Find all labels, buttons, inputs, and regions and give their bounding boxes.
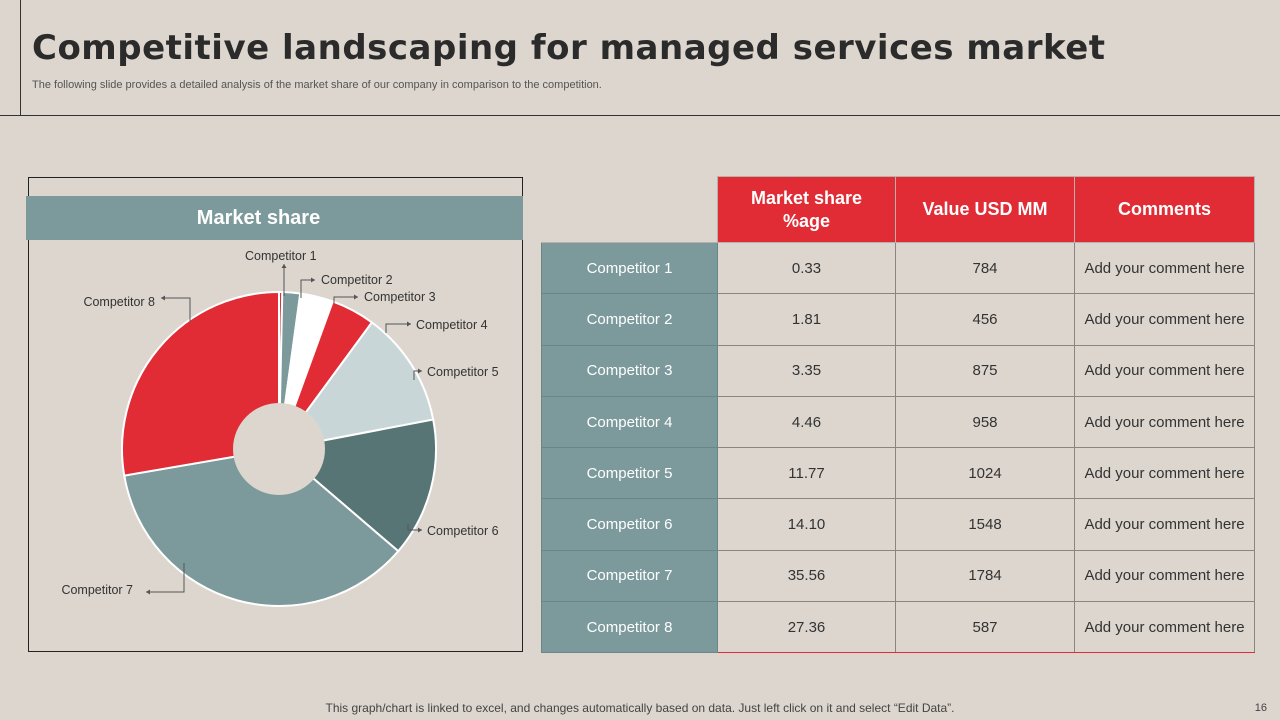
competitor-name-cell: Competitor 1: [541, 241, 718, 295]
competitor-name-cell: Competitor 8: [541, 601, 718, 654]
callout-line-7: [146, 563, 185, 593]
header-market-share-label: Market share %age: [750, 187, 863, 231]
callout-arrow-5: [418, 368, 422, 374]
pie-label-4: Competitor 4: [416, 318, 488, 332]
pie-chart[interactable]: Competitor 1 Competitor 2 Competitor 3 Comp…: [0, 0, 540, 660]
title-divider-vertical: [20, 0, 21, 115]
page-number: 16: [1254, 702, 1267, 714]
table-row: Competitor 3 3.35 875 Add your comment here: [541, 344, 1255, 397]
callout-line-8: [161, 297, 191, 322]
pie-label-2: Competitor 2: [321, 273, 393, 287]
table-row: Competitor 5 11.77 1024 Add your comment he…: [541, 447, 1255, 500]
footer-note: This graph/chart is linked to excel, and…: [325, 701, 955, 715]
table-row: Competitor 2 1.81 456 Add your comment here: [541, 293, 1255, 346]
market-share-cell: 1.81: [717, 293, 896, 346]
callout-line-4: [385, 323, 411, 333]
callout-arrow-8: [161, 295, 165, 301]
comment-cell[interactable]: Add your comment here: [1074, 241, 1255, 295]
market-share-cell: 35.56: [717, 549, 896, 603]
table-row: Competitor 4 4.46 958 Add your comment here: [541, 395, 1255, 449]
page-subtitle: The following slide provides a detailed …: [32, 79, 602, 91]
comment-cell[interactable]: Add your comment here: [1074, 549, 1255, 603]
comment-cell[interactable]: Add your comment here: [1074, 344, 1255, 397]
value-cell: 1024: [895, 447, 1075, 500]
chart-title: Market share: [196, 206, 321, 229]
value-cell: 587: [895, 601, 1075, 654]
value-cell: 1784: [895, 549, 1075, 603]
competitor-name-cell: Competitor 2: [541, 293, 718, 346]
callout-arrow-3: [354, 294, 358, 300]
pie-label-6: Competitor 6: [427, 524, 499, 538]
callout-arrow-7: [146, 589, 150, 595]
header-market-share: Market share %age: [717, 176, 896, 243]
value-cell: 875: [895, 344, 1075, 397]
table-row: Competitor 1 0.33 784 Add your comment here: [541, 241, 1255, 295]
chart-frame: [28, 177, 523, 652]
header-comments-label: Comments: [1117, 199, 1211, 219]
pie-slice-5[interactable]: [276, 321, 435, 451]
competitor-name-cell: Competitor 6: [541, 498, 718, 551]
callout-arrow-1: [281, 264, 287, 268]
competitor-name-cell: Competitor 7: [541, 549, 718, 603]
comment-cell[interactable]: Add your comment here: [1074, 293, 1255, 346]
market-share-cell: 11.77: [717, 447, 896, 500]
market-share-cell: 4.46: [717, 395, 896, 449]
table-row: Competitor 7 35.56 1784 Add your comment he…: [541, 549, 1255, 603]
pie-label-5: Competitor 5: [427, 365, 499, 379]
callout-arrow-6: [418, 527, 422, 533]
pie-slice-7[interactable]: [123, 447, 400, 607]
comment-cell[interactable]: Add your comment here: [1074, 601, 1255, 654]
comment-cell[interactable]: Add your comment here: [1074, 447, 1255, 500]
competitor-table: Market share %age Value USD MM Comments …: [541, 176, 1255, 654]
callout-line-2: [300, 279, 315, 298]
header-value-label: Value USD MM: [922, 199, 1048, 219]
table-row: Competitor 8 27.36 587 Add your comment her…: [541, 601, 1255, 654]
table-header-row: Market share %age Value USD MM Comments: [541, 176, 1255, 243]
page-title: Competitive landscaping for managed serv…: [32, 28, 1106, 68]
comment-cell[interactable]: Add your comment here: [1074, 498, 1255, 551]
pie-label-8: Competitor 8: [83, 295, 155, 309]
title-divider-horizontal: [0, 115, 1280, 116]
donut-hole: [233, 403, 325, 495]
pie-label-1: Competitor 1: [245, 249, 317, 263]
competitor-name-cell: Competitor 5: [541, 447, 718, 500]
callout-arrow-2: [311, 277, 315, 283]
value-cell: 456: [895, 293, 1075, 346]
header-value: Value USD MM: [895, 176, 1075, 243]
callout-line-6: [407, 524, 422, 531]
callout-line-3: [333, 296, 358, 303]
competitor-name-cell: Competitor 3: [541, 344, 718, 397]
pie-label-3: Competitor 3: [364, 290, 436, 304]
market-share-cell: 14.10: [717, 498, 896, 551]
header-comments: Comments: [1074, 176, 1255, 243]
table-header-blank: [541, 176, 718, 243]
pie-label-7: Competitor 7: [61, 583, 133, 597]
market-share-cell: 27.36: [717, 601, 896, 654]
competitor-name-cell: Competitor 4: [541, 395, 718, 449]
market-share-cell: 0.33: [717, 241, 896, 295]
comment-cell[interactable]: Add your comment here: [1074, 395, 1255, 449]
chart-title-bar: Market share: [26, 196, 523, 240]
value-cell: 1548: [895, 498, 1075, 551]
callout-arrow-4: [407, 321, 411, 327]
table-row: Competitor 6 14.10 1548 Add your comment he…: [541, 498, 1255, 551]
value-cell: 784: [895, 241, 1075, 295]
value-cell: 958: [895, 395, 1075, 449]
market-share-cell: 3.35: [717, 344, 896, 397]
